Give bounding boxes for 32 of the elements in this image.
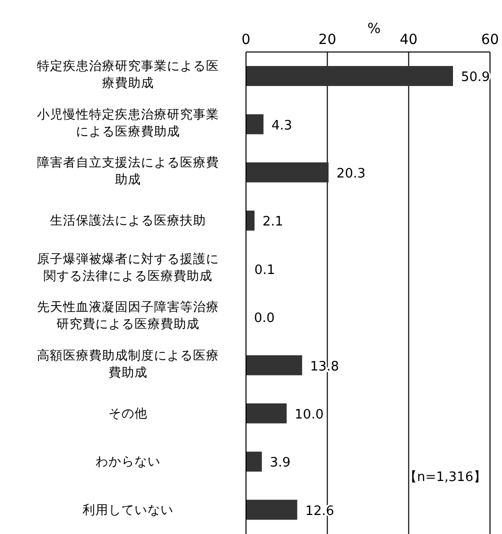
y-tick-label: 原子爆弾被爆者に対する援護に関する法律による医療費助成 xyxy=(37,250,219,283)
y-tick-label: わからない xyxy=(96,454,160,469)
data-label: 3.9 xyxy=(270,456,291,471)
data-label: 4.3 xyxy=(271,118,292,134)
bar xyxy=(246,66,453,86)
y-tick-label: 小児慢性特定疾患治療研究事業による医療費助成 xyxy=(37,106,219,138)
data-label: 2.1 xyxy=(262,214,284,230)
y-tick-label: 利用していない xyxy=(82,502,174,517)
bar xyxy=(246,162,329,182)
x-tick-label: 0 xyxy=(242,32,250,48)
bar xyxy=(246,114,264,134)
x-tick-label: 20 xyxy=(318,32,336,48)
data-label: 0.1 xyxy=(254,262,276,278)
y-tick-label: 高額医療費助成制度による医療費助成 xyxy=(37,347,219,380)
y-tick-label: 特定疾患治療研究事業による医療費助成 xyxy=(37,58,219,90)
annotation: 【n=1,316】 xyxy=(404,469,486,486)
bar xyxy=(246,210,255,231)
x-axis-title: % xyxy=(367,20,381,37)
data-label: 50.9 xyxy=(460,70,490,86)
x-tick-label: 60 xyxy=(481,32,499,48)
data-label: 10.0 xyxy=(294,408,324,422)
bar xyxy=(246,500,298,520)
bar xyxy=(246,403,287,424)
y-tick-label: 先天性血液凝固因子障害等治療研究費による医療費助成 xyxy=(37,299,219,332)
y-tick-label: その他 xyxy=(108,406,148,420)
y-tick-label: 生活保護法による医療扶助 xyxy=(50,212,206,228)
data-label: 0.0 xyxy=(254,311,275,326)
bar xyxy=(246,355,302,376)
bar xyxy=(246,452,262,472)
x-tick-label: 40 xyxy=(400,32,418,48)
data-label: 20.3 xyxy=(336,166,366,182)
y-tick-label: 障害者自立支援法による医療費助成 xyxy=(37,154,219,186)
